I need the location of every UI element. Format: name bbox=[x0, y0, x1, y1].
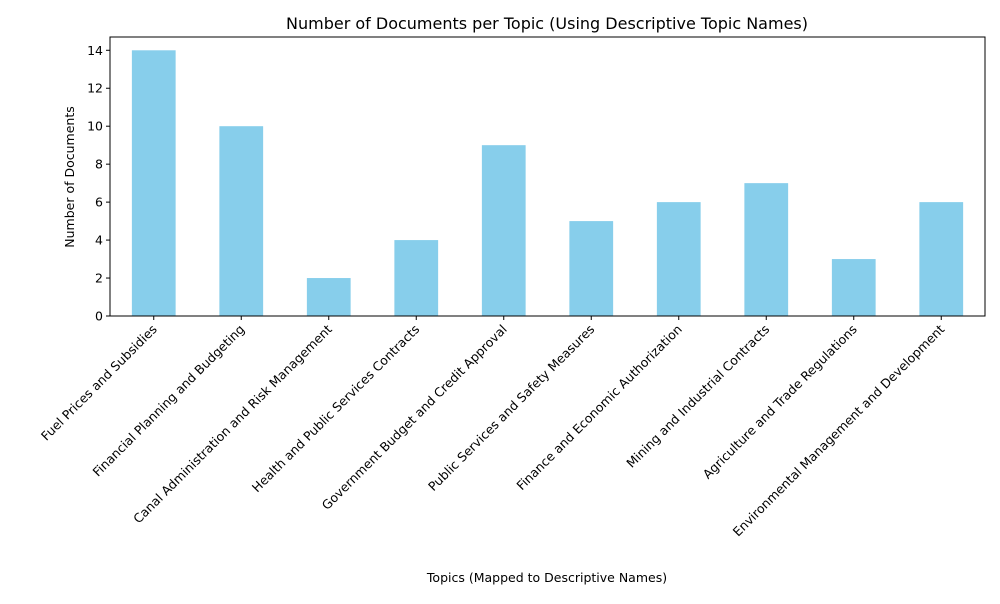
axes-layer bbox=[109, 36, 986, 317]
bar bbox=[394, 240, 439, 316]
y-tick-label: 6 bbox=[95, 195, 103, 210]
bar bbox=[656, 202, 701, 316]
bar bbox=[306, 278, 351, 316]
bars-layer bbox=[131, 50, 964, 316]
y-tick-label: 12 bbox=[87, 81, 103, 96]
y-tick-label: 14 bbox=[87, 43, 103, 58]
plot-frame bbox=[109, 36, 986, 317]
bar bbox=[831, 259, 876, 316]
x-axis-label: Topics (Mapped to Descriptive Names) bbox=[426, 570, 667, 585]
y-tick-label: 2 bbox=[95, 271, 103, 286]
bar bbox=[919, 202, 964, 316]
y-tick-label: 8 bbox=[95, 157, 103, 172]
bar bbox=[569, 221, 614, 316]
chart-title: Number of Documents per Topic (Using Des… bbox=[286, 14, 808, 33]
bar bbox=[131, 50, 176, 316]
bar bbox=[219, 126, 264, 316]
y-tick-label: 0 bbox=[95, 309, 103, 324]
y-axis-label: Number of Documents bbox=[62, 106, 77, 247]
y-tick-label: 4 bbox=[95, 233, 103, 248]
y-tick-label: 10 bbox=[87, 119, 103, 134]
bar bbox=[481, 145, 526, 316]
bar bbox=[744, 183, 789, 316]
